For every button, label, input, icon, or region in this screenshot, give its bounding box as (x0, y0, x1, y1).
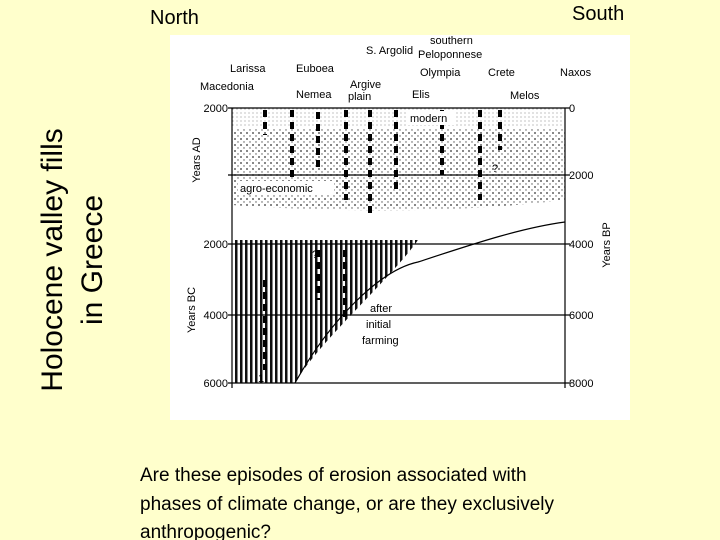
title: Holocene valley fills in Greece (36, 128, 109, 391)
site-label: plain (348, 91, 371, 103)
site-label: Euboea (296, 63, 335, 75)
axis-title: Years BP (601, 222, 613, 267)
zone-label: farming (362, 335, 399, 347)
tick-label: 4000 (204, 310, 228, 322)
north-label: North (150, 7, 199, 29)
site-label: southern (430, 35, 473, 47)
mark-label: ? (492, 163, 498, 175)
zone-label: initial (366, 319, 391, 331)
site-label: Macedonia (200, 81, 255, 93)
site-label: Elis (412, 89, 430, 101)
mark-label: ? (312, 249, 318, 261)
caption-line: Are these episodes of erosion associated… (140, 465, 527, 486)
tick-label: 0 (569, 103, 575, 115)
tick-label: 2000 (204, 239, 228, 251)
site-label: Nemea (296, 89, 332, 101)
tick-label: 2000 (569, 170, 593, 182)
tick-label: 8000 (569, 378, 593, 390)
site-bars (263, 110, 502, 370)
axes (228, 107, 570, 388)
site-label: S. Argolid (366, 45, 413, 57)
title-line: Holocene valley fills (36, 128, 69, 391)
site-labels: Larissa Macedonia Euboea Nemea Argive pl… (200, 35, 592, 103)
site-label: Crete (488, 67, 515, 79)
caption-line: anthropogenic? (140, 522, 271, 540)
site-label: Olympia (420, 67, 461, 79)
tick-label: 4000 (569, 239, 593, 251)
site-label: Argive (350, 79, 381, 91)
mark-label: 1 (258, 373, 264, 385)
zone-labels: modern agro-economic after initial farmi… (238, 111, 498, 385)
site-label: Larissa (230, 63, 266, 75)
figure: Larissa Macedonia Euboea Nemea Argive pl… (170, 35, 630, 420)
zone-label: after (370, 303, 392, 315)
tick-label: 6000 (569, 310, 593, 322)
agro-zone (232, 128, 565, 211)
zone-label: modern (410, 113, 447, 125)
axis-title: Years BC (186, 287, 198, 333)
boundary-curve (294, 221, 566, 384)
site-label: Melos (510, 90, 540, 102)
south-label: South (572, 3, 624, 25)
title-line: in Greece (76, 195, 109, 325)
axis-title: Years AD (191, 137, 203, 183)
tick-label: 2000 (204, 103, 228, 115)
tick-label: 6000 (204, 378, 228, 390)
modern-zone (232, 108, 565, 128)
caption-line: phases of climate change, or are they ex… (140, 494, 554, 515)
zone-label: agro-economic (240, 183, 313, 195)
caption: Are these episodes of erosion associated… (140, 465, 554, 540)
farming-zone (232, 240, 418, 383)
site-label: Peloponnese (418, 49, 482, 61)
site-label: Naxos (560, 67, 592, 79)
axis-labels: 2000 Years AD 2000 4000 6000 Years BC 0 … (186, 103, 613, 390)
